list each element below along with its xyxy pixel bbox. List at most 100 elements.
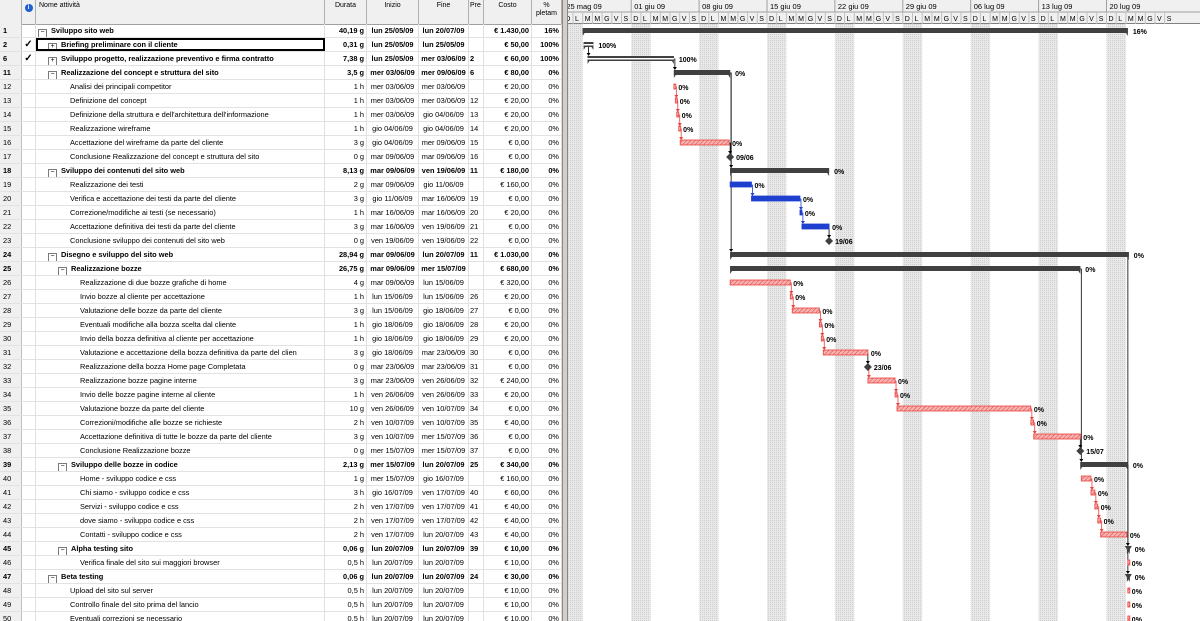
- task-row[interactable]: 28 Valutazione delle bozze da parte del c…: [0, 304, 562, 318]
- cost-cell[interactable]: € 10,00: [484, 598, 532, 611]
- row-number[interactable]: 30: [0, 332, 22, 345]
- start-cell[interactable]: mar 16/06/09: [367, 220, 419, 233]
- task-row[interactable]: 24− Disegno e sviluppo del sito web 28,94 …: [0, 248, 562, 262]
- cost-cell[interactable]: € 0,00: [484, 444, 532, 457]
- cost-cell[interactable]: € 10,00: [484, 542, 532, 555]
- predecessors-cell[interactable]: 36: [469, 430, 484, 443]
- row-number[interactable]: 1: [0, 24, 22, 37]
- cost-cell[interactable]: € 0,00: [484, 220, 532, 233]
- collapse-icon[interactable]: −: [48, 253, 57, 261]
- task-row[interactable]: 32 Realizzazione della bozza Home page Co…: [0, 360, 562, 374]
- week-label[interactable]: 20 lug 09: [1110, 2, 1141, 11]
- percent-complete-cell[interactable]: 0%: [532, 318, 562, 331]
- percent-complete-cell[interactable]: 0%: [532, 290, 562, 303]
- finish-cell[interactable]: gio 18/06/09: [419, 304, 469, 317]
- expand-icon[interactable]: +: [48, 43, 57, 51]
- task-bar-critical[interactable]: [1080, 475, 1092, 482]
- percent-complete-cell[interactable]: 100%: [532, 52, 562, 65]
- cost-cell[interactable]: € 30,00: [484, 570, 532, 583]
- duration-cell[interactable]: 0,5 h: [325, 556, 367, 569]
- task-name-cell[interactable]: Conclusione sviluppo dei contenuti del s…: [36, 234, 325, 247]
- start-cell[interactable]: lun 25/05/09: [367, 24, 419, 37]
- predecessors-cell[interactable]: 43: [469, 528, 484, 541]
- start-cell[interactable]: lun 20/07/09: [367, 570, 419, 583]
- duration-cell[interactable]: 0,31 g: [325, 38, 367, 51]
- task-bar-critical[interactable]: [1094, 503, 1099, 510]
- task-row[interactable]: 21 Correzione/modifiche ai testi (se nece…: [0, 206, 562, 220]
- duration-cell[interactable]: 1 h: [325, 206, 367, 219]
- summary-bar[interactable]: [730, 252, 1129, 257]
- duration-cell[interactable]: 8,13 g: [325, 164, 367, 177]
- row-number[interactable]: 29: [0, 318, 22, 331]
- cost-cell[interactable]: € 40,00: [484, 500, 532, 513]
- task-row[interactable]: 27 Invio bozze al cliente per accettazion…: [0, 290, 562, 304]
- duration-cell[interactable]: 1 h: [325, 80, 367, 93]
- milestone-diamond[interactable]: [825, 237, 834, 245]
- finish-cell[interactable]: mer 15/07/09: [419, 430, 469, 443]
- collapse-icon[interactable]: −: [58, 463, 67, 471]
- task-row[interactable]: 50 Eventuali correzioni se necessario 0,5 …: [0, 612, 562, 621]
- task-name-cell[interactable]: + Sviluppo progetto, realizzazione preven…: [36, 52, 325, 65]
- finish-cell[interactable]: ven 10/07/09: [419, 416, 469, 429]
- row-number[interactable]: 50: [0, 612, 22, 621]
- row-number[interactable]: 11: [0, 66, 22, 79]
- percent-complete-cell[interactable]: 0%: [532, 178, 562, 191]
- task-name-cell[interactable]: Realizzazione wireframe: [36, 122, 325, 135]
- predecessors-cell[interactable]: [469, 556, 484, 569]
- start-cell[interactable]: mar 09/06/09: [367, 164, 419, 177]
- cost-cell[interactable]: € 40,00: [484, 514, 532, 527]
- task-row[interactable]: 20 Verifica e accettazione dei testi da p…: [0, 192, 562, 206]
- percent-complete-cell[interactable]: 0%: [532, 402, 562, 415]
- task-bar-critical[interactable]: [1100, 531, 1128, 538]
- finish-cell[interactable]: lun 25/05/09: [419, 38, 469, 51]
- predecessors-cell[interactable]: [469, 612, 484, 621]
- duration-cell[interactable]: 3 g: [325, 374, 367, 387]
- percent-complete-cell[interactable]: 0%: [532, 374, 562, 387]
- row-number-header[interactable]: [0, 0, 22, 24]
- task-bar-critical[interactable]: [1090, 489, 1096, 496]
- start-cell[interactable]: lun 20/07/09: [367, 584, 419, 597]
- collapse-icon[interactable]: −: [48, 169, 57, 177]
- predecessors-cell[interactable]: 42: [469, 514, 484, 527]
- duration-cell[interactable]: 2 h: [325, 528, 367, 541]
- task-row[interactable]: 15 Realizzazione wireframe 1 h gio 04/06/09…: [0, 122, 562, 136]
- percent-complete-cell[interactable]: 0%: [532, 122, 562, 135]
- row-number[interactable]: 48: [0, 584, 22, 597]
- row-number[interactable]: 42: [0, 500, 22, 513]
- task-bar-critical[interactable]: [729, 279, 791, 286]
- percent-complete-cell[interactable]: 0%: [532, 542, 562, 555]
- week-label[interactable]: 08 giu 09: [702, 2, 733, 11]
- percent-complete-cell[interactable]: 0%: [532, 276, 562, 289]
- task-bar-critical[interactable]: [1127, 587, 1131, 594]
- row-number[interactable]: 20: [0, 192, 22, 205]
- task-row[interactable]: 35 Valutazione bozze da parte del cliente…: [0, 402, 562, 416]
- row-number[interactable]: 17: [0, 150, 22, 163]
- start-cell[interactable]: mer 03/06/09: [367, 108, 419, 121]
- task-row[interactable]: 36 Correzioni/modifiche alle bozze se ric…: [0, 416, 562, 430]
- duration-cell[interactable]: 3,5 g: [325, 66, 367, 79]
- task-name-header[interactable]: Nome attività: [36, 0, 325, 24]
- finish-cell[interactable]: lun 20/07/09: [419, 584, 469, 597]
- percent-complete-cell[interactable]: 0%: [532, 514, 562, 527]
- finish-cell[interactable]: ven 17/07/09: [419, 514, 469, 527]
- row-number[interactable]: 2: [0, 38, 22, 51]
- task-name-cell[interactable]: Invio bozze al cliente per accettazione: [36, 290, 325, 303]
- duration-cell[interactable]: 3 g: [325, 192, 367, 205]
- row-number[interactable]: 44: [0, 528, 22, 541]
- task-row[interactable]: 46 Verifica finale del sito sui maggiori …: [0, 556, 562, 570]
- predecessors-cell[interactable]: [469, 38, 484, 51]
- task-name-cell[interactable]: Conclusione Realizzazione del concept e …: [36, 150, 325, 163]
- duration-cell[interactable]: 2,13 g: [325, 458, 367, 471]
- task-name-cell[interactable]: Correzioni/modifiche alle bozze se richi…: [36, 416, 325, 429]
- predecessors-cell[interactable]: 22: [469, 234, 484, 247]
- percent-complete-cell[interactable]: 0%: [532, 472, 562, 485]
- predecessors-cell[interactable]: [469, 584, 484, 597]
- duration-cell[interactable]: 3 g: [325, 136, 367, 149]
- percent-complete-cell[interactable]: 0%: [532, 164, 562, 177]
- cost-cell[interactable]: € 20,00: [484, 206, 532, 219]
- cost-cell[interactable]: € 680,00: [484, 262, 532, 275]
- percent-complete-cell[interactable]: 0%: [532, 598, 562, 611]
- start-cell[interactable]: lun 25/05/09: [367, 38, 419, 51]
- task-name-cell[interactable]: − Disegno e sviluppo del sito web: [36, 248, 325, 261]
- start-cell[interactable]: gio 11/06/09: [367, 192, 419, 205]
